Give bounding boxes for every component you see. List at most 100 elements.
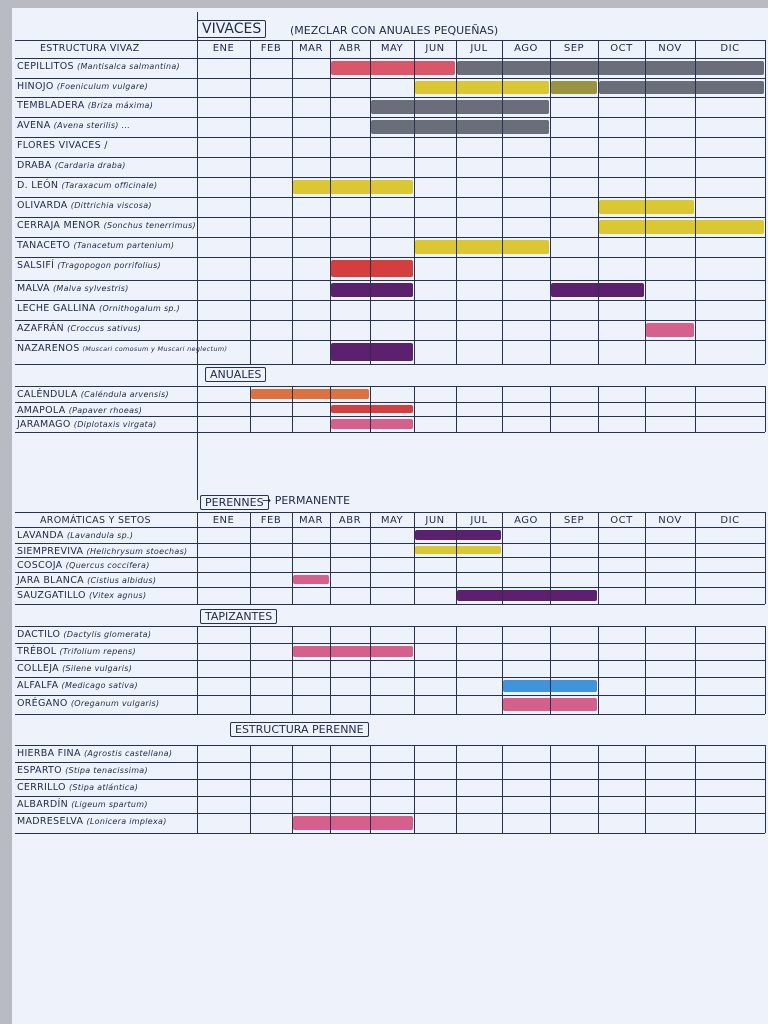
grid-line (550, 386, 551, 432)
latin-name: (Briza máxima) (87, 101, 154, 110)
plant-row-label: LAVANDA (Lavandula sp.) (17, 530, 133, 541)
grid-line (250, 626, 251, 714)
latin-name: (Agrostis castellana) (83, 749, 173, 758)
grid-line (15, 587, 765, 588)
common-name: LECHE GALLINA (17, 303, 96, 314)
month-header: ABR (338, 43, 362, 54)
month-header: OCT (610, 515, 633, 526)
grid-line (695, 40, 696, 364)
bloom-bar (331, 419, 413, 429)
common-name: ALBARDÍN (17, 799, 69, 810)
grid-line (502, 40, 503, 364)
common-name: SALSIFÍ (17, 260, 55, 271)
common-name: DACTILO (17, 629, 61, 640)
grid-line (197, 745, 198, 833)
common-name: AVENA (17, 120, 51, 131)
latin-name: (Caléndula arvensis) (80, 390, 169, 399)
latin-name: (Taraxacum officinale) (61, 181, 158, 190)
grid-line (15, 137, 765, 138)
bloom-bar (293, 646, 413, 657)
grid-line (15, 604, 765, 605)
month-header: MAR (299, 43, 323, 54)
plant-row-label: CEPILLITOS (Mantisalca salmantina) (17, 61, 180, 72)
common-name: TANACETO (17, 240, 71, 251)
bloom-bar (599, 220, 764, 234)
plant-row-label: HIERBA FINA (Agrostis castellana) (17, 748, 172, 759)
grid-line (502, 626, 503, 714)
bloom-bar (457, 590, 597, 601)
grid-line (598, 386, 599, 432)
plant-row-label: CALÉNDULA (Caléndula arvensis) (17, 389, 169, 400)
month-header: DIC (720, 515, 740, 526)
common-name: AZAFRÁN (17, 323, 64, 334)
plant-row-label: MALVA (Malva sylvestris) (17, 283, 129, 294)
plant-row-label: COLLEJA (Silene vulgaris) (17, 663, 132, 674)
grid-line (15, 40, 765, 41)
grid-line (15, 796, 765, 797)
section-note: → PERMANENTE (262, 494, 351, 507)
bloom-bar (415, 546, 501, 554)
bloom-bar (331, 405, 413, 413)
grid-line (550, 745, 551, 833)
grid-line (15, 714, 765, 715)
latin-name: (Sonchus tenerrimus) (103, 221, 196, 230)
month-header: AGO (514, 43, 538, 54)
grid-line (15, 280, 765, 281)
grid-line (330, 386, 331, 432)
grid-line (370, 386, 371, 432)
bloom-bar (293, 816, 413, 830)
common-name: JARA BLANCA (17, 575, 84, 586)
grid-line (15, 695, 765, 696)
grid-line (598, 626, 599, 714)
grid-line (765, 745, 766, 833)
grid-line (15, 416, 765, 417)
grid-line (370, 626, 371, 714)
common-name: CERRAJA MENOR (17, 220, 101, 231)
common-name: SAUZGATILLO (17, 590, 86, 601)
grid-line (456, 40, 457, 364)
grid-line (550, 626, 551, 714)
grid-line (645, 512, 646, 604)
plant-row-label: MADRESELVA (Lonicera implexa) (17, 816, 167, 827)
grid-line (15, 512, 765, 513)
common-name: CALÉNDULA (17, 389, 78, 400)
grid-line (292, 512, 293, 604)
grid-line (250, 386, 251, 432)
grid-line (414, 626, 415, 714)
grid-line (598, 745, 599, 833)
common-name: COLLEJA (17, 663, 59, 674)
latin-name: (Cardaria draba) (54, 161, 126, 170)
bloom-bar (331, 343, 413, 361)
common-name: TRÉBOL (17, 646, 57, 657)
common-name: FLORES VIVACES / (17, 140, 108, 151)
bloom-bar (599, 81, 764, 94)
latin-name: (Cistius albidus) (87, 576, 157, 585)
grid-line (550, 512, 551, 604)
latin-name: (Oreganum vulgaris) (70, 699, 160, 708)
section-note: (MEZCLAR CON ANUALES PEQUEÑAS) (290, 24, 499, 37)
grid-line (15, 177, 765, 178)
latin-name: (Foeniculum vulgare) (56, 82, 149, 91)
common-name: OLIVARDA (17, 200, 68, 211)
grid-line (15, 78, 765, 79)
plant-row-label: TEMBLADERA (Briza máxima) (17, 100, 153, 111)
latin-name: (Silene vulgaris) (62, 664, 133, 673)
month-header: JUN (425, 43, 445, 54)
grid-line (15, 813, 765, 814)
grid-line (598, 512, 599, 604)
bloom-bar (293, 180, 413, 194)
plant-row-label: SAUZGATILLO (Vitex agnus) (17, 590, 146, 601)
latin-name: (Stipa atlántica) (68, 783, 139, 792)
latin-name: (Trifolium repens) (59, 647, 136, 656)
month-header: SEP (563, 515, 585, 526)
plant-row-label: AZAFRÁN (Croccus sativus) (17, 323, 141, 334)
month-header: MAR (299, 515, 323, 526)
common-name: COSCOJA (17, 560, 63, 571)
grid-line (292, 386, 293, 432)
grid-line (330, 40, 331, 364)
latin-name: (Tragopogon porrifolius) (57, 261, 161, 270)
grid-line (456, 512, 457, 604)
latin-name: (Avena sterilis) ... (53, 121, 131, 130)
common-name: JARAMAGO (17, 419, 71, 430)
plant-row-label: HINOJO (Foeniculum vulgare) (17, 81, 148, 92)
